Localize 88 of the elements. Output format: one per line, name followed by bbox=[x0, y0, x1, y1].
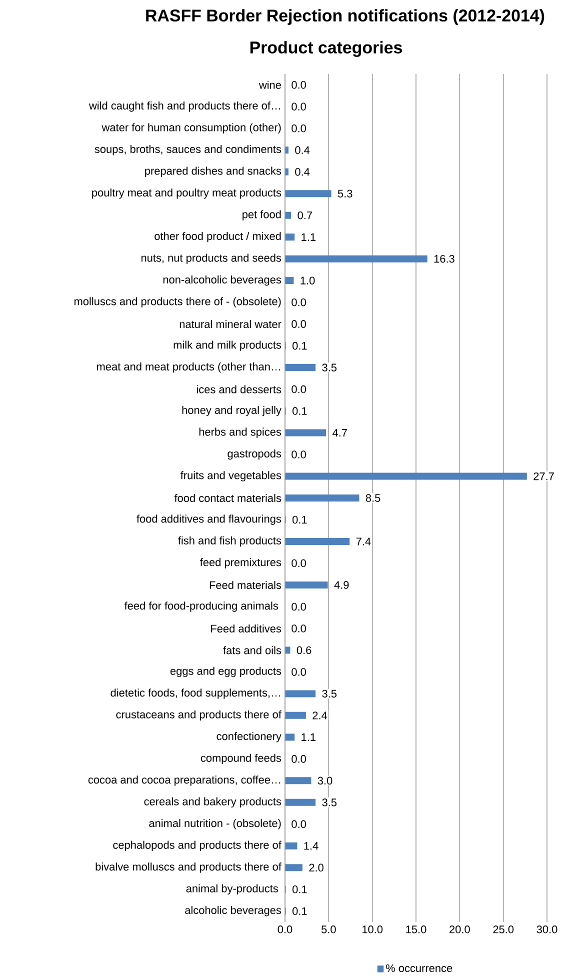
y-tick-label: milk and milk products bbox=[174, 340, 282, 351]
y-tick-label: other food product / mixed bbox=[154, 232, 281, 242]
y-tick-label: water for human consumption (other) bbox=[102, 123, 281, 134]
y-tick-label: fish and fish products bbox=[178, 536, 282, 547]
data-label: 0.0 bbox=[292, 602, 306, 611]
data-label: 0.0 bbox=[292, 298, 306, 306]
y-tick-label: pet food bbox=[242, 210, 281, 220]
data-label: 0.0 bbox=[292, 820, 306, 828]
y-tick-label: dietetic foods, food supplements,… bbox=[110, 688, 280, 699]
x-tick-label: 5.0 bbox=[321, 926, 336, 934]
y-tick-label: nuts, nut products and seeds bbox=[141, 254, 282, 264]
y-tick-label: non-alcoholic beverages bbox=[163, 275, 282, 286]
y-tick-label: Feed materials bbox=[210, 580, 282, 589]
data-label: 4.9 bbox=[334, 581, 349, 589]
y-tick-label: ices and desserts bbox=[196, 385, 282, 394]
data-label: 0.6 bbox=[296, 646, 312, 654]
data-label: 1.1 bbox=[302, 233, 316, 241]
y-tick-label: wild caught fish and products there of… bbox=[88, 102, 280, 112]
y-tick-label: feed premixtures bbox=[200, 558, 282, 568]
data-label: 7.4 bbox=[356, 538, 371, 546]
data-label: 0.1 bbox=[292, 342, 307, 350]
data-label: 0.4 bbox=[295, 146, 310, 154]
y-tick-label: crustaceans and products there of bbox=[116, 710, 282, 721]
data-label: 0.1 bbox=[292, 907, 307, 916]
data-label: 27.7 bbox=[534, 472, 554, 480]
y-tick-label: food contact materials bbox=[174, 494, 282, 502]
data-label: 2.0 bbox=[309, 864, 324, 872]
y-tick-label: fats and oils bbox=[223, 646, 282, 654]
data-label: 0.0 bbox=[292, 755, 306, 763]
chart-title: RASFF Border Rejection notifications (2012-2014) bbox=[146, 9, 544, 25]
y-tick-label: feed for food-producing animals bbox=[124, 602, 278, 612]
data-label: 4.7 bbox=[332, 429, 347, 437]
x-tick-label: 25.0 bbox=[493, 926, 514, 934]
y-tick-label: bivalve molluscs and products there of bbox=[96, 862, 282, 873]
y-tick-label: wine bbox=[258, 80, 281, 89]
y-tick-label: food additives and flavourings bbox=[136, 514, 282, 525]
y-tick-label: cereals and bakery products bbox=[144, 797, 282, 808]
data-label: 0.0 bbox=[292, 385, 306, 394]
y-tick-label: natural mineral water bbox=[180, 320, 282, 328]
y-tick-label: cephalopods and products there of bbox=[113, 840, 282, 851]
y-tick-label: confectionery bbox=[216, 732, 282, 742]
y-tick-label: molluscs and products there of - (obsolete) bbox=[74, 297, 281, 308]
data-label: 0.0 bbox=[292, 624, 306, 632]
data-label: 0.1 bbox=[292, 516, 307, 524]
y-tick-label: cocoa and cocoa preparations, coffee… bbox=[88, 776, 280, 786]
data-label: 3.5 bbox=[322, 798, 337, 806]
data-label: 0.0 bbox=[292, 102, 306, 110]
x-tick-label: 30.0 bbox=[536, 926, 558, 934]
y-tick-label: fruits and vegetables bbox=[180, 471, 282, 482]
data-label: 0.4 bbox=[295, 168, 310, 176]
data-label: 0.0 bbox=[292, 668, 306, 676]
data-label: 0.1 bbox=[292, 407, 307, 415]
data-label: 0.0 bbox=[292, 320, 306, 328]
x-tick-label: 15.0 bbox=[406, 926, 426, 934]
y-tick-label: Feed additives bbox=[211, 624, 282, 632]
data-label: 1.4 bbox=[304, 842, 318, 850]
y-tick-label: animal nutrition - (obsolete) bbox=[149, 819, 281, 830]
data-label: 0.0 bbox=[292, 124, 306, 132]
legend-label: % occurrence bbox=[386, 964, 452, 972]
data-label: 16.3 bbox=[434, 254, 454, 263]
data-label: 3.5 bbox=[322, 364, 337, 372]
data-label: 5.3 bbox=[338, 190, 352, 198]
y-tick-label: animal by-products bbox=[186, 884, 278, 894]
y-tick-label: honey and royal jelly bbox=[182, 406, 282, 416]
y-tick-label: compound feeds bbox=[200, 754, 282, 764]
x-tick-label: 0.0 bbox=[278, 926, 292, 934]
y-tick-label: alcoholic beverages bbox=[185, 906, 282, 916]
data-label: 3.0 bbox=[318, 776, 332, 785]
y-tick-label: poultry meat and poultry meat products bbox=[92, 188, 282, 199]
x-tick-label: 20.0 bbox=[450, 926, 470, 934]
y-tick-label: herbs and spices bbox=[199, 428, 282, 438]
data-label: 8.5 bbox=[366, 494, 380, 502]
data-label: 0.0 bbox=[292, 81, 306, 89]
data-label: 0.7 bbox=[298, 211, 312, 220]
data-label: 0.0 bbox=[292, 559, 306, 568]
x-tick-label: 10.0 bbox=[362, 926, 383, 934]
data-label: 0.1 bbox=[292, 886, 307, 894]
data-label: 3.5 bbox=[322, 690, 337, 698]
y-tick-label: prepared dishes and snacks bbox=[145, 166, 282, 177]
data-label: 0.0 bbox=[292, 450, 306, 458]
data-label: 1.0 bbox=[300, 276, 315, 284]
data-label: 1.1 bbox=[302, 733, 316, 741]
chart-subtitle: Product categories bbox=[250, 41, 402, 57]
y-tick-label: gastropods bbox=[228, 449, 282, 460]
y-tick-label: eggs and egg products bbox=[170, 666, 282, 678]
y-tick-label: meat and meat products (other than… bbox=[97, 362, 280, 373]
y-tick-label: soups, broths, sauces and condiments bbox=[94, 145, 282, 156]
data-label: 2.4 bbox=[312, 712, 328, 720]
